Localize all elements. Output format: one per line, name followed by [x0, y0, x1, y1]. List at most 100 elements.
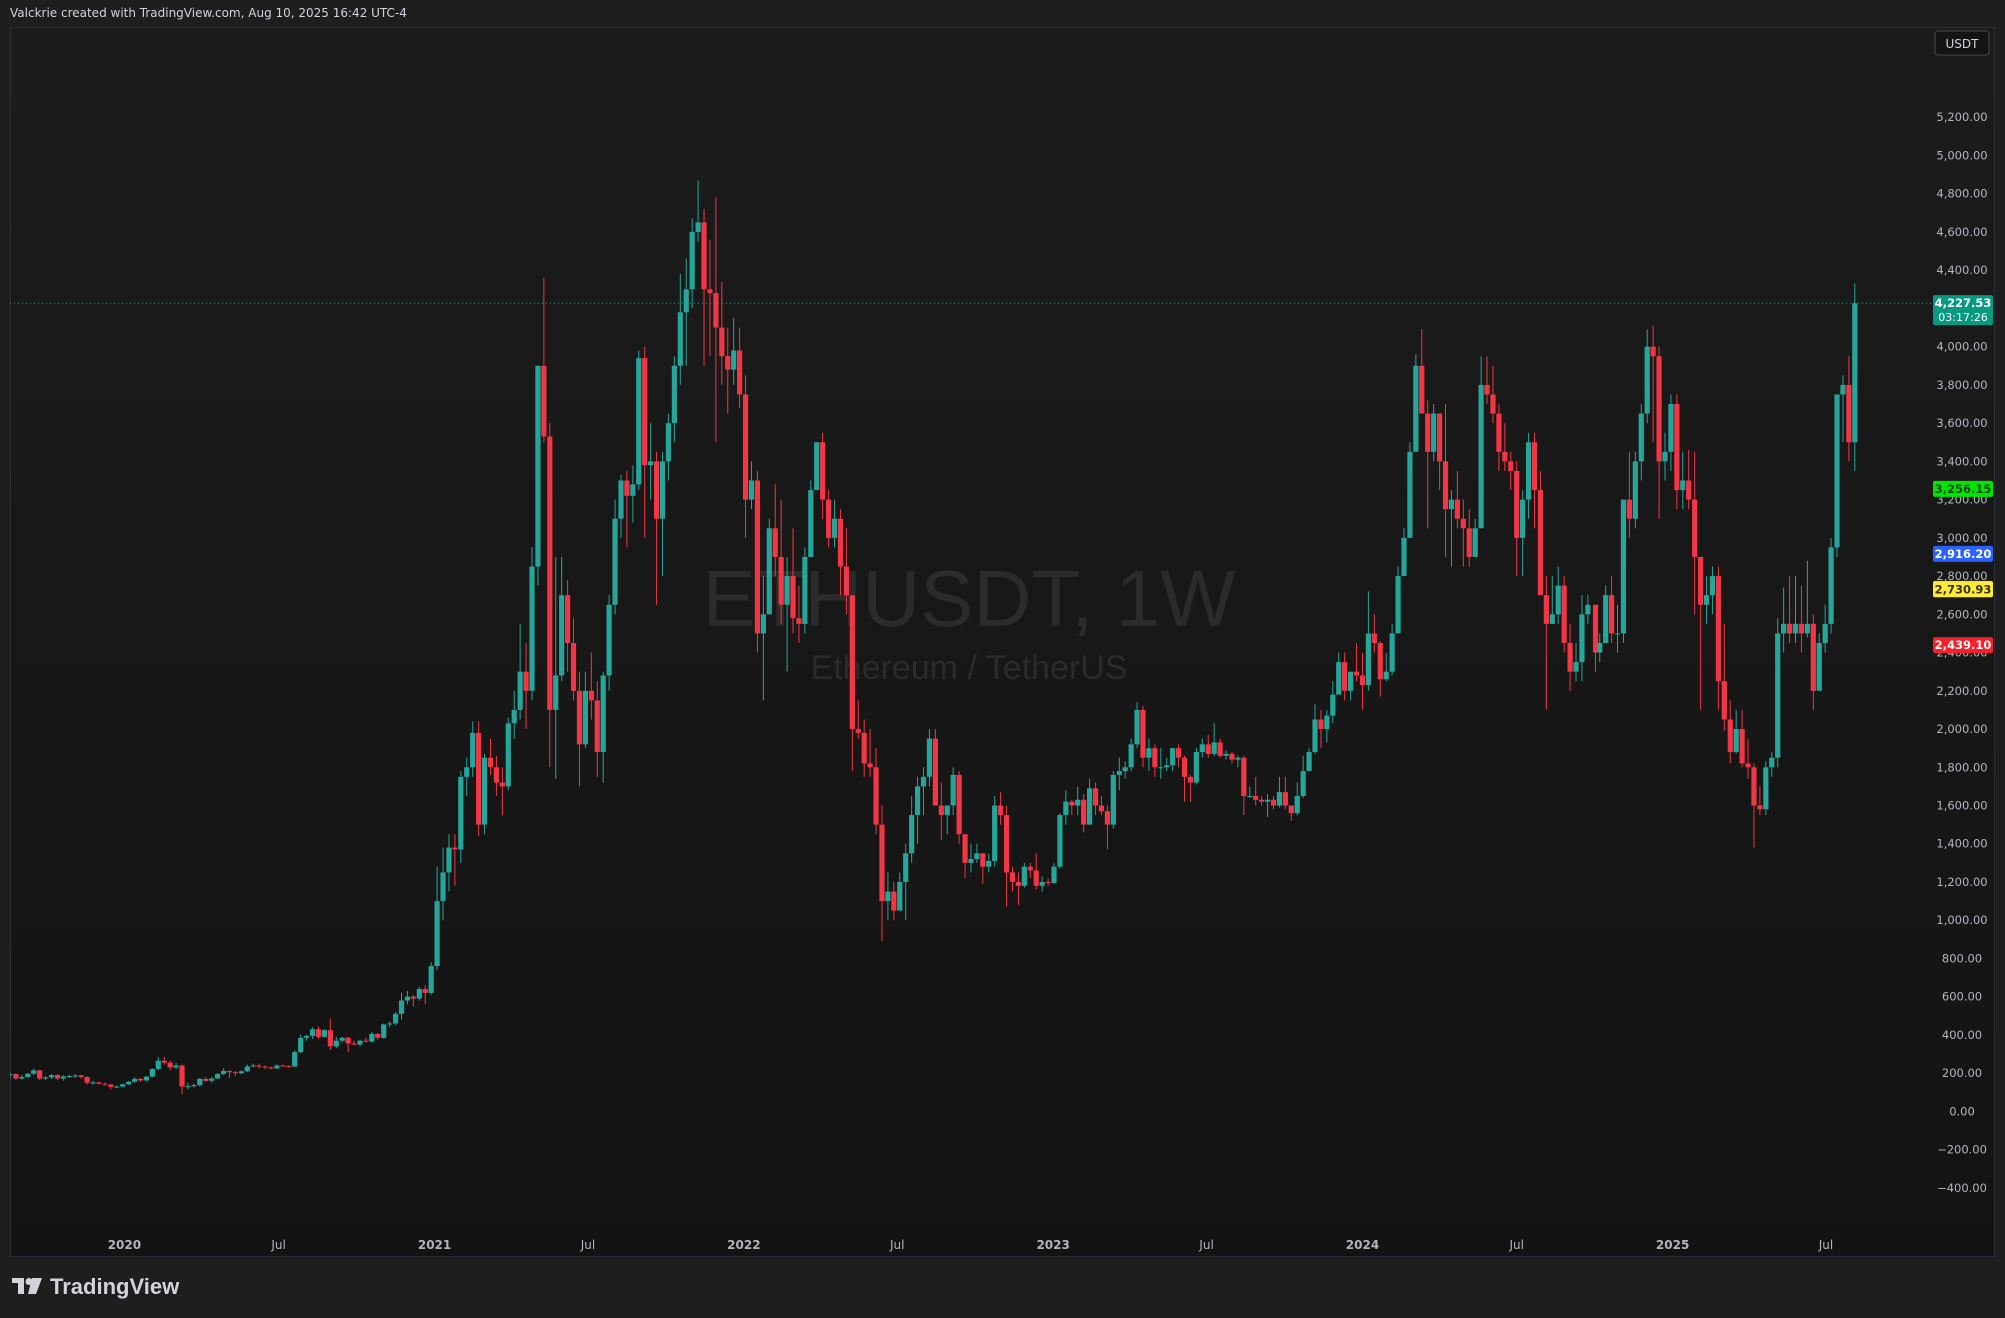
candle — [1763, 761, 1769, 816]
candle — [731, 317, 737, 385]
candle — [1573, 643, 1579, 682]
candle-body — [31, 1070, 37, 1074]
candle — [849, 595, 855, 772]
candle — [1419, 329, 1425, 414]
candle-body — [1081, 799, 1087, 825]
price-axis[interactable]: USDT −400.00 −200.00 0.00 200.00 400.00 600.0… — [1934, 30, 1990, 1195]
time-tick-label: 2025 — [1656, 1238, 1689, 1252]
candle — [464, 757, 470, 796]
candle-body — [1454, 499, 1460, 519]
tradingview-brand: TradingView — [50, 1274, 180, 1299]
candle — [1781, 587, 1787, 653]
time-tick-label: Jul — [580, 1238, 595, 1252]
candle-body — [1603, 595, 1609, 643]
candle — [1075, 786, 1081, 816]
candle — [1531, 432, 1538, 529]
candle — [891, 881, 897, 921]
candle-body — [570, 643, 577, 691]
tradingview-logo[interactable]: TradingView — [12, 1272, 179, 1302]
candle — [897, 872, 903, 911]
price-marker-label: 2,730.93 — [1935, 582, 1992, 596]
candle — [167, 1060, 173, 1071]
candle — [505, 717, 511, 791]
candle-body — [1235, 757, 1241, 760]
candle-body — [1436, 413, 1443, 462]
candle-body — [1282, 792, 1288, 806]
candle — [1146, 738, 1152, 772]
candle — [452, 834, 458, 886]
candle — [333, 1036, 339, 1049]
candle — [286, 1065, 292, 1068]
candle — [1709, 566, 1716, 615]
candle — [37, 1069, 43, 1080]
candle — [1348, 671, 1354, 701]
candle — [1009, 866, 1016, 892]
price-tick-label: 5,000.00 — [1936, 148, 1987, 162]
candle-body — [1164, 765, 1170, 768]
candle-body — [1087, 788, 1093, 825]
candle — [796, 585, 802, 643]
candle — [1152, 744, 1158, 777]
candle-body — [737, 350, 743, 395]
candle-body — [327, 1030, 333, 1047]
candle-body — [1555, 585, 1561, 615]
candle-body — [535, 365, 541, 567]
currency-badge[interactable] — [1934, 30, 1990, 56]
price-tick-label: −200.00 — [1937, 1143, 1987, 1157]
candle — [588, 652, 594, 720]
candle-body — [1757, 805, 1763, 810]
time-axis[interactable]: 2020 Jul 2021 Jul 2022 Jul 2023 Jul 2024 Jul 2025 J… — [108, 1238, 1834, 1252]
candle — [1745, 738, 1751, 779]
candle-body — [42, 1077, 49, 1079]
candle — [1692, 451, 1698, 615]
candle-body — [398, 1000, 405, 1014]
candle — [576, 671, 583, 787]
candle — [351, 1040, 357, 1046]
candle-body — [1448, 499, 1455, 510]
candle — [387, 1021, 393, 1028]
candle — [1603, 585, 1609, 643]
candle-body — [1531, 442, 1538, 491]
candle-body — [1804, 623, 1810, 634]
candle-body — [1223, 753, 1229, 756]
candle — [1496, 404, 1502, 471]
candle-body — [1502, 451, 1508, 462]
candle — [1342, 652, 1348, 701]
candle-body — [226, 1070, 233, 1073]
candle — [1092, 782, 1099, 816]
candle — [96, 1081, 102, 1085]
candle-body — [831, 518, 838, 538]
candle — [523, 643, 529, 730]
time-tick-label: Jul — [889, 1238, 904, 1252]
candle-body — [1045, 881, 1051, 883]
price-marker: 2,730.93 — [1933, 581, 1993, 598]
candle — [885, 872, 891, 921]
candle — [1686, 449, 1692, 510]
candle — [1757, 786, 1763, 816]
candle-body — [879, 824, 885, 902]
candle — [1170, 748, 1176, 772]
price-marker-label: 2,439.10 — [1935, 638, 1992, 652]
candle — [944, 805, 950, 835]
candlestick-chart[interactable]: ETHUSDT, 1W Ethereum / TetherUS USDT −40… — [10, 27, 1995, 1259]
candle — [1158, 748, 1164, 779]
candle-body — [262, 1066, 268, 1068]
candle-body — [653, 461, 660, 519]
candle — [950, 767, 956, 816]
time-tick-label: Jul — [1818, 1238, 1833, 1252]
candle — [321, 1029, 327, 1038]
candle-body — [784, 576, 790, 605]
candle-body — [814, 442, 820, 491]
chart-pane[interactable] — [10, 27, 1995, 1257]
candle — [606, 595, 612, 691]
candle — [725, 327, 731, 414]
candle — [493, 755, 500, 796]
candle — [1656, 346, 1662, 519]
candle-body — [547, 436, 553, 710]
tradingview-logo-icon — [12, 1278, 42, 1294]
candle — [843, 528, 849, 615]
candle — [1592, 604, 1599, 672]
candle-body — [114, 1086, 120, 1088]
price-tick-label: 800.00 — [1942, 951, 1982, 965]
candle — [659, 451, 666, 577]
